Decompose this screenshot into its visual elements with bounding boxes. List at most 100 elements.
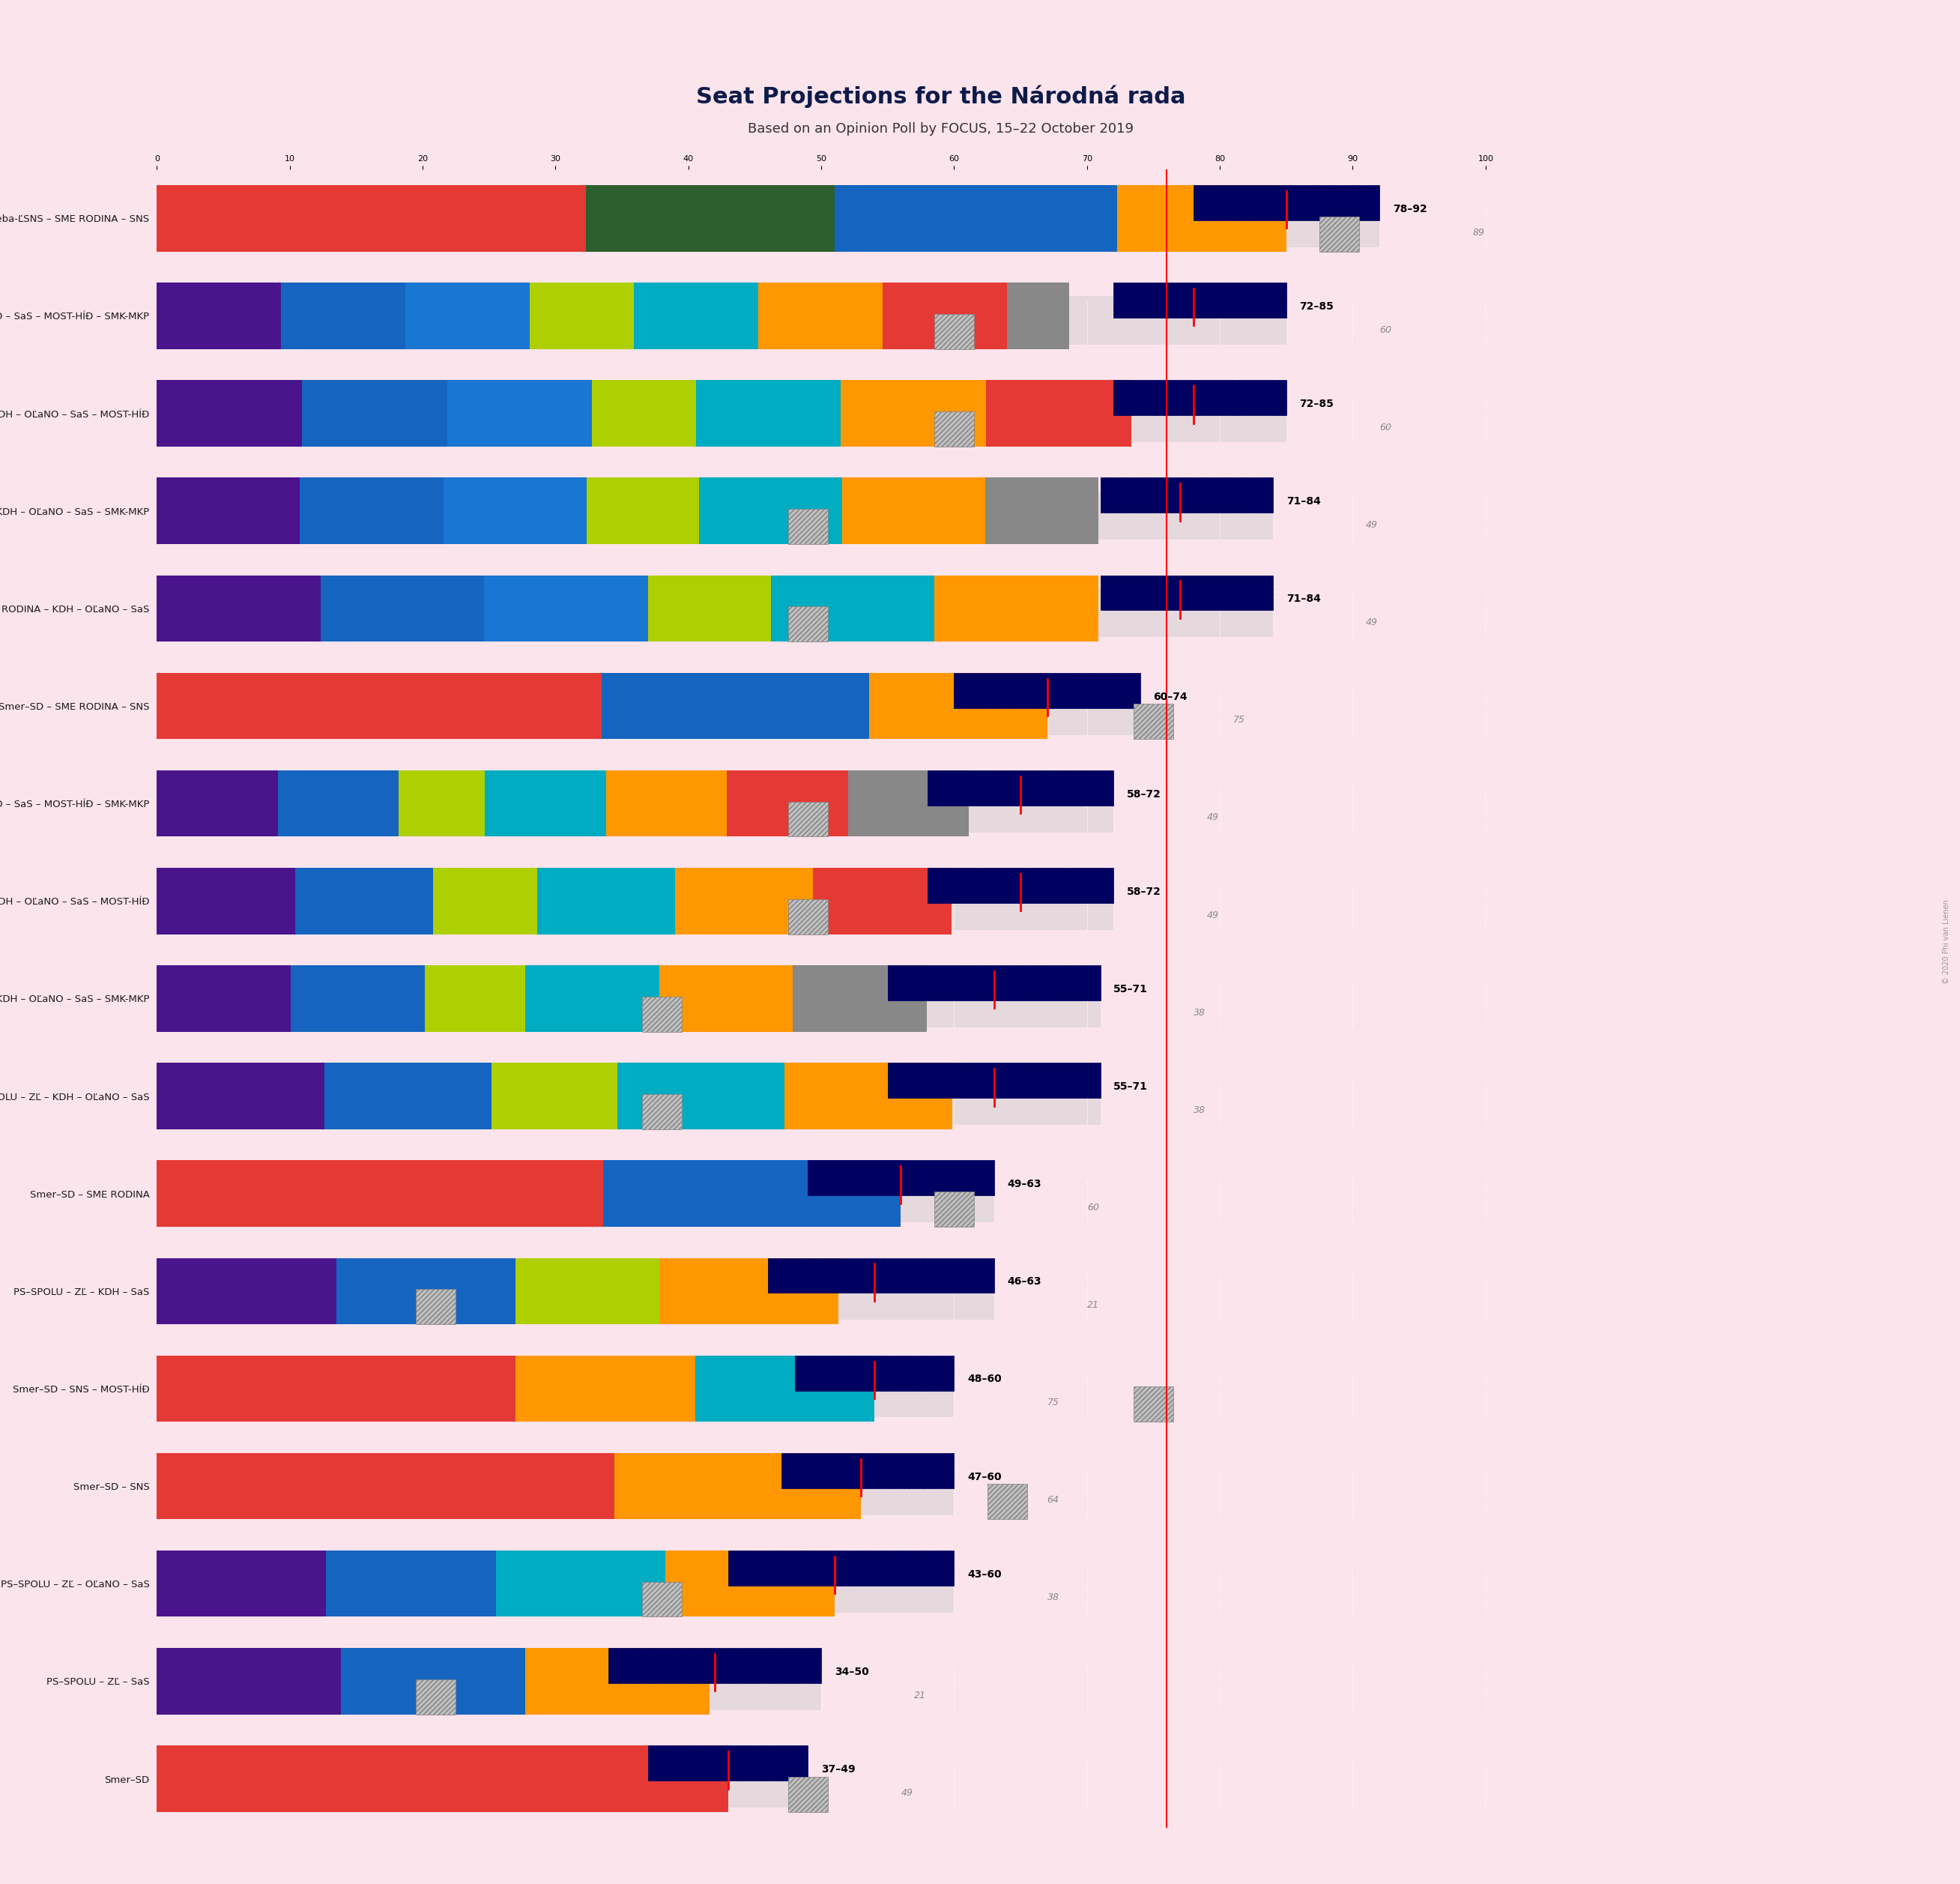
Bar bbox=[986, 479, 1098, 544]
Bar bbox=[157, 1466, 955, 1515]
Text: © 2020 Phi van Lienen: © 2020 Phi van Lienen bbox=[1942, 901, 1950, 983]
Bar bbox=[617, 1063, 784, 1129]
Bar bbox=[157, 1746, 729, 1812]
Bar bbox=[447, 381, 592, 447]
Bar bbox=[935, 1191, 974, 1226]
Bar bbox=[986, 381, 1131, 447]
Bar bbox=[868, 673, 1047, 739]
Bar bbox=[784, 1063, 953, 1129]
Bar bbox=[157, 1272, 994, 1321]
Text: 46–63: 46–63 bbox=[1007, 1277, 1041, 1287]
Text: 72–85: 72–85 bbox=[1299, 301, 1335, 311]
Text: 48–60: 48–60 bbox=[968, 1373, 1002, 1385]
Bar bbox=[157, 1370, 955, 1417]
Bar bbox=[664, 1551, 835, 1616]
Bar bbox=[592, 381, 696, 447]
Bar bbox=[492, 1063, 617, 1129]
Bar bbox=[157, 1760, 808, 1807]
Bar bbox=[280, 283, 406, 349]
Bar bbox=[696, 1355, 874, 1422]
Text: 75: 75 bbox=[1233, 716, 1245, 725]
Bar bbox=[615, 1453, 860, 1519]
Text: 38: 38 bbox=[1194, 1106, 1205, 1115]
Bar bbox=[525, 1648, 710, 1714]
Text: 64: 64 bbox=[1047, 1496, 1058, 1505]
Text: 49–63: 49–63 bbox=[1007, 1179, 1041, 1189]
Bar bbox=[768, 1259, 994, 1292]
Text: 38: 38 bbox=[1047, 1592, 1058, 1603]
Bar bbox=[157, 686, 1141, 735]
Bar bbox=[649, 1746, 808, 1780]
Bar bbox=[835, 185, 1117, 251]
Bar bbox=[988, 1485, 1027, 1519]
Bar bbox=[813, 869, 951, 934]
Text: 49: 49 bbox=[1207, 812, 1219, 823]
Bar bbox=[323, 1063, 492, 1129]
Bar bbox=[157, 590, 1272, 637]
Bar bbox=[1100, 575, 1272, 610]
Bar bbox=[157, 771, 278, 836]
Bar bbox=[157, 479, 300, 544]
Bar bbox=[641, 1583, 682, 1616]
Bar bbox=[157, 1648, 341, 1714]
Bar bbox=[157, 1355, 515, 1422]
Bar bbox=[641, 1095, 682, 1129]
Bar bbox=[157, 980, 1100, 1027]
Bar bbox=[157, 1161, 604, 1226]
Bar bbox=[794, 1355, 955, 1390]
Bar bbox=[157, 575, 321, 642]
Bar bbox=[529, 283, 633, 349]
Bar bbox=[770, 575, 935, 642]
Bar bbox=[788, 509, 827, 544]
Bar bbox=[888, 965, 1100, 1000]
Bar bbox=[788, 607, 827, 642]
Bar bbox=[610, 1648, 821, 1682]
Bar bbox=[321, 575, 484, 642]
Text: Seat Projections for the Národná rada: Seat Projections for the Národná rada bbox=[696, 85, 1186, 107]
Bar bbox=[788, 1777, 827, 1812]
Text: 75: 75 bbox=[1047, 1398, 1058, 1407]
Bar bbox=[659, 965, 794, 1032]
Bar bbox=[1007, 283, 1068, 349]
Bar bbox=[157, 1564, 955, 1613]
Bar bbox=[416, 1679, 457, 1714]
Bar bbox=[157, 283, 280, 349]
Bar bbox=[927, 869, 1113, 902]
Text: 60: 60 bbox=[1380, 422, 1392, 431]
Bar bbox=[649, 575, 770, 642]
Bar bbox=[641, 997, 682, 1032]
Bar bbox=[337, 1259, 515, 1324]
Text: 58–72: 58–72 bbox=[1127, 789, 1160, 799]
Bar bbox=[484, 771, 606, 836]
Bar bbox=[157, 1551, 325, 1616]
Text: 21: 21 bbox=[913, 1690, 927, 1699]
Bar bbox=[849, 771, 968, 836]
Bar bbox=[788, 899, 827, 934]
Bar bbox=[296, 869, 433, 934]
Bar bbox=[525, 965, 659, 1032]
Text: 72–85: 72–85 bbox=[1299, 399, 1335, 409]
Bar bbox=[1194, 185, 1380, 220]
Bar bbox=[157, 673, 602, 739]
Bar bbox=[1100, 479, 1272, 512]
Bar bbox=[659, 1259, 839, 1324]
Bar bbox=[157, 185, 586, 251]
Bar bbox=[935, 411, 974, 447]
Bar bbox=[606, 771, 727, 836]
Bar bbox=[727, 771, 849, 836]
Bar bbox=[729, 1551, 955, 1586]
Bar bbox=[935, 575, 1098, 642]
Text: 55–71: 55–71 bbox=[1113, 1081, 1149, 1093]
Bar bbox=[633, 283, 759, 349]
Bar bbox=[157, 296, 1286, 345]
Bar bbox=[586, 185, 835, 251]
Bar bbox=[157, 394, 1286, 443]
Bar bbox=[782, 1453, 955, 1488]
Bar bbox=[425, 965, 525, 1032]
Bar bbox=[157, 965, 290, 1032]
Bar bbox=[700, 479, 843, 544]
Bar bbox=[406, 283, 529, 349]
Bar bbox=[515, 1355, 696, 1422]
Text: 89: 89 bbox=[1472, 228, 1484, 237]
Bar bbox=[278, 771, 398, 836]
